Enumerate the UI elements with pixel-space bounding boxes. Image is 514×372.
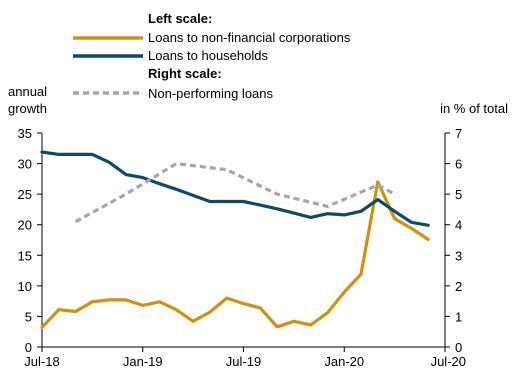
- y-right-tick-label: 0: [455, 340, 462, 355]
- series-line-households: [40, 150, 430, 227]
- series-layer: [40, 150, 430, 329]
- x-tick-label: Jan-20: [324, 354, 364, 369]
- y-left-tick-label: 5: [25, 309, 32, 324]
- y-left-ticks: 0 5 10 15 20 25 30 35: [18, 126, 42, 355]
- legend-label-households: Loans to households: [148, 48, 268, 63]
- legend-heading-right: Right scale:: [148, 66, 222, 81]
- series-line-npl: [74, 162, 396, 224]
- y-right-tick-label: 2: [455, 279, 462, 294]
- y-right-tick-label: 1: [455, 309, 462, 324]
- legend-label-nfc: Loans to non-financial corporations: [148, 30, 351, 45]
- x-tick-label: Jan-19: [123, 354, 163, 369]
- legend-label-npl: Non-performing loans: [148, 86, 274, 101]
- y-left-tick-label: 15: [18, 248, 32, 263]
- y-right-label: in % of total: [440, 101, 508, 116]
- y-right-tick-label: 7: [455, 126, 462, 141]
- x-tick-label: Jul-20: [431, 354, 466, 369]
- x-tick-label: Jul-18: [24, 354, 59, 369]
- y-right-tick-label: 3: [455, 248, 462, 263]
- y-right-tick-label: 5: [455, 187, 462, 202]
- y-left-label-line1: annual: [8, 84, 47, 99]
- y-left-label-line2: growth: [8, 101, 47, 116]
- y-right-tick-label: 6: [455, 157, 462, 172]
- x-ticks: Jul-18 Jan-19 Jul-19 Jan-20 Jul-20: [24, 347, 466, 369]
- series-line-nfc: [40, 180, 430, 329]
- y-left-tick-label: 10: [18, 279, 32, 294]
- y-left-tick-label: 30: [18, 157, 32, 172]
- legend-heading-left: Left scale:: [148, 11, 212, 26]
- y-left-tick-label: 35: [18, 126, 32, 141]
- legend: Left scale: Loans to non-financial corpo…: [73, 11, 351, 101]
- x-tick-label: Jul-19: [226, 354, 261, 369]
- y-left-tick-label: 20: [18, 218, 32, 233]
- y-left-tick-label: 0: [25, 340, 32, 355]
- y-right-ticks: 0 1 2 3 4 5 6 7: [445, 126, 462, 355]
- y-right-tick-label: 4: [455, 218, 462, 233]
- y-left-tick-label: 25: [18, 187, 32, 202]
